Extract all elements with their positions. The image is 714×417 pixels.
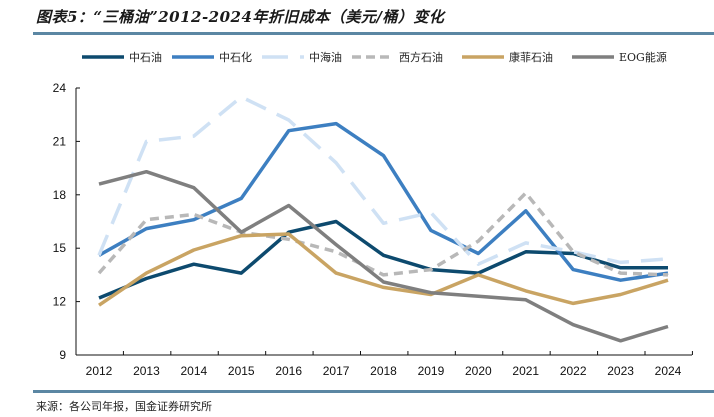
x-tick-label: 2012: [86, 364, 113, 378]
x-tick-label: 2021: [512, 364, 539, 378]
line-chart: 中石油 中石化 中海油 西方石油 康菲石油 EOG能源 9 12 15 18 21 24 2012 20…: [53, 50, 693, 378]
x-tick-label: 2019: [418, 364, 445, 378]
x-tick-label: 2023: [607, 364, 634, 378]
axes: 9 12 15 18 21 24 2012 2013 2014 2015 2016 2017 2018 2…: [53, 81, 693, 378]
legend-label: 西方石油: [399, 50, 443, 64]
x-tick-label: 2016: [275, 364, 302, 378]
x-tick-label: 2022: [560, 364, 587, 378]
title-divider: [33, 32, 714, 35]
series-line-2: [98, 121, 669, 282]
y-tick-label: 24: [53, 81, 67, 95]
legend-label: 中海油: [309, 50, 342, 64]
legend-label: EOG能源: [619, 50, 667, 64]
y-tick-label: 15: [53, 241, 67, 255]
series-line-6: [98, 169, 669, 343]
series-line-5: [98, 232, 669, 307]
footer-divider: [33, 390, 714, 393]
y-tick-label: 21: [53, 134, 67, 148]
series-line-3: [97, 95, 669, 266]
legend-label: 中石油: [129, 50, 162, 64]
series-line-1: [98, 219, 668, 300]
series-group: [97, 95, 669, 343]
chart-title: 图表5：“三桶油”2012-2024年折旧成本（美元/桶）变化: [36, 8, 445, 26]
y-tick-label: 12: [53, 295, 67, 309]
x-tick-label: 2014: [180, 364, 207, 378]
series-line-4: [97, 191, 669, 277]
x-tick-label: 2015: [228, 364, 255, 378]
y-tick-label: 18: [53, 188, 67, 202]
y-tick-label: 9: [59, 348, 66, 362]
x-tick-label: 2013: [133, 364, 160, 378]
legend-label: 康菲石油: [509, 50, 553, 64]
source-note: 来源：各公司年报，国金证券研究所: [36, 400, 212, 413]
x-tick-label: 2017: [323, 364, 350, 378]
x-tick-label: 2024: [655, 364, 682, 378]
legend-label: 中石化: [219, 50, 252, 64]
legend: 中石油 中石化 中海油 西方石油 康菲石油 EOG能源: [82, 50, 667, 64]
x-tick-label: 2020: [465, 364, 492, 378]
x-tick-label: 2018: [370, 364, 397, 378]
